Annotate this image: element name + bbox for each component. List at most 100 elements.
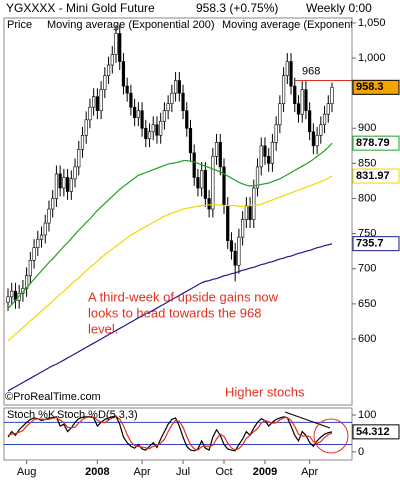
highlight-circle [313,418,349,454]
value-label: 958.3 [356,81,384,93]
candle-body [84,119,88,136]
candle-body [140,110,144,129]
candle-body [73,166,77,180]
series-line [7,175,333,342]
candle-body [43,222,47,236]
candle-body [39,234,44,240]
candle-body [162,110,167,122]
candle-body [289,61,293,87]
candle-body [304,89,308,112]
candle-body [281,75,286,104]
annotation: A third-week of upside gains now [88,289,279,304]
value-label: 54.312 [356,426,390,438]
candle-body [159,120,163,136]
candle-body [65,177,70,192]
candle-body [88,106,92,121]
candle-body [110,54,114,66]
candle-body [32,247,36,261]
candle-body [95,96,99,112]
chart-title: YGXXXX - Mini Gold Future [6,1,155,15]
value-box [352,424,400,440]
value-label: 735.7 [356,238,384,250]
target-label: 968 [302,65,320,77]
stoch-plot: Stoch %K Stoch %D(5,3,3) [4,409,352,452]
candle-body [28,260,32,277]
candle-body [54,173,59,199]
y-tick-label: 600 [358,333,376,345]
annotation: Higher stochs [225,384,305,399]
value-box [352,236,400,252]
x-tick-label: 2008 [85,466,109,478]
legend-entry: Moving average (Exponential [222,19,364,31]
y-tick-label: 100 [358,409,376,421]
legend-price: Price [7,19,32,31]
candle-body [58,173,62,189]
x-tick-label: Oct [215,466,232,478]
y-tick-label: 1,000 [358,52,386,64]
candle-body [285,61,289,76]
candle-body [244,205,248,220]
x-tick-label: 2009 [253,466,277,478]
x-tick-label: Apr [301,466,318,478]
candle-body [252,187,256,220]
value-label: 878.79 [356,137,390,149]
candle-body [144,127,148,140]
candle-body [330,87,334,104]
candle-body [173,80,178,94]
candle-body [196,177,200,189]
candle-body [259,145,263,168]
candle-body [114,33,118,55]
candle-body [263,145,267,157]
period: Weekly 0:00 [306,1,372,15]
candle-body [166,103,170,112]
candle-body [311,131,315,147]
candle-body [203,170,207,199]
candle-body [241,219,245,238]
candle-body [170,92,174,104]
quote: 958.3 (+0.75%) [196,1,278,15]
legend-entry: Stoch %D(5,3,3) [57,409,138,421]
candle-body [10,290,14,298]
candle-body [188,127,193,154]
candle-body [177,80,181,94]
candle-body [248,205,252,220]
candle-body [293,85,297,104]
legend-entry: Moving average (Exponential 200) [47,19,215,31]
candle-body [92,96,96,108]
candle-body [322,113,327,126]
candle-body [237,236,241,266]
candle-body [125,85,129,94]
candle-body [133,106,137,119]
candle-body [47,208,51,224]
candle-body [6,296,10,303]
y-tick-label: 900 [358,122,376,134]
value-label: 831.97 [356,170,390,182]
annotation-arrow [284,411,331,429]
series-line [7,243,333,392]
candle-body [326,103,330,115]
candle-body [315,134,319,147]
series-line [7,415,333,452]
candle-body [308,110,312,133]
candle-body [233,250,237,266]
source: ©ProRealTime.com [5,391,101,403]
series-line [7,416,333,451]
y-tick-label: 0 [358,446,364,458]
value-box [352,168,400,184]
y-tick-label: 700 [358,263,376,275]
candle-body [136,110,140,119]
candle-body [319,124,323,136]
candle-body [118,33,122,62]
candle-body [99,89,103,112]
candle-body [147,131,152,140]
candle-body [36,238,40,248]
candle-body [207,198,211,210]
candle-body [296,103,301,115]
candle-body [278,103,282,126]
candle-body [211,156,215,210]
x-tick-label: Apr [134,466,151,478]
candle-body [151,124,155,133]
series-line [7,142,333,310]
